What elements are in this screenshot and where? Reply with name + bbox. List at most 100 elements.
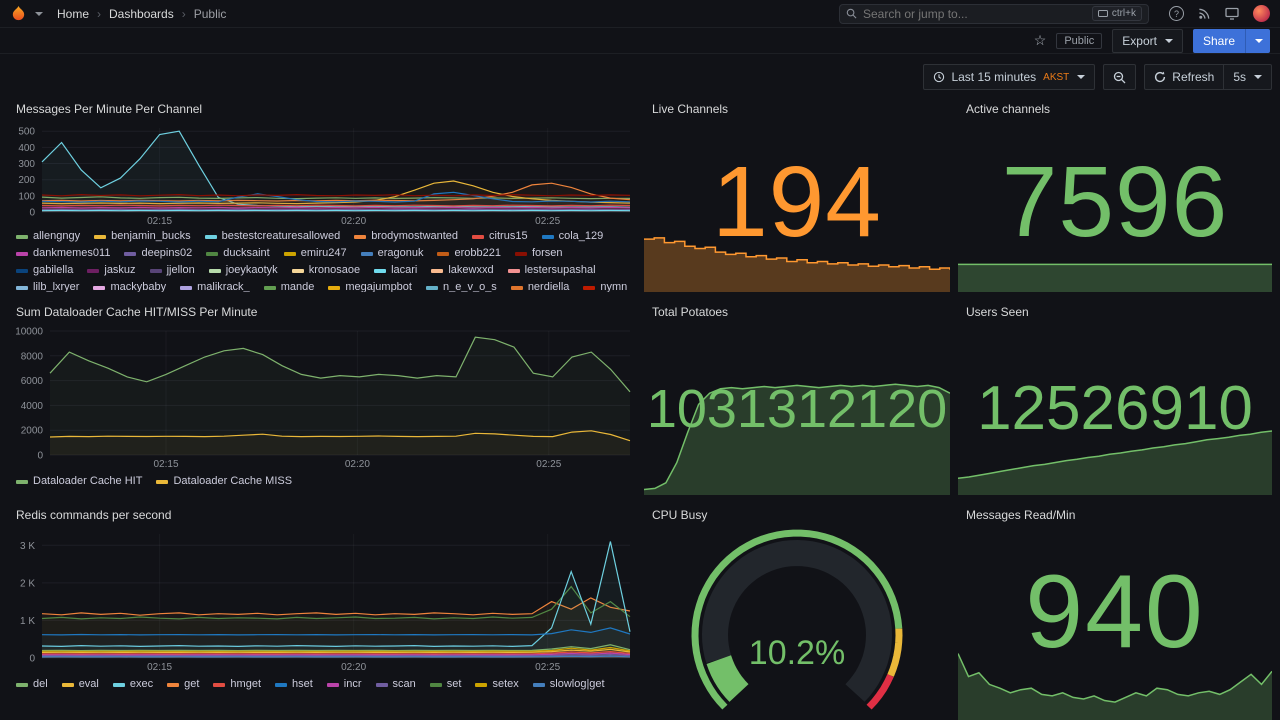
svg-text:2000: 2000 [21,426,44,437]
refresh-button[interactable]: Refresh [1144,64,1224,90]
legend-item[interactable]: set [429,678,461,691]
legend-item[interactable]: lestersupashal [507,264,596,277]
legend-item[interactable]: Dataloader Cache HIT [16,475,142,488]
legend-item[interactable]: citrus15 [472,230,528,243]
refresh-icon [1155,71,1166,83]
legend-swatch [93,285,106,290]
sparkline [644,230,950,292]
panel-title[interactable]: Total Potatoes [652,305,729,319]
refresh-interval-button[interactable]: 5s [1223,64,1272,90]
stat-value: 12526910 [977,374,1253,443]
panel-title[interactable]: Active channels [966,102,1051,116]
legend-item[interactable]: benjamin_bucks [94,230,191,243]
svg-text:400: 400 [18,143,35,154]
grafana-logo[interactable] [10,5,27,22]
time-range-button[interactable]: Last 15 minutes AKST [923,64,1096,90]
legend-item[interactable]: jjellon [149,264,195,277]
legend-swatch [204,234,217,239]
panel-title[interactable]: CPU Busy [652,508,708,522]
legend-item[interactable]: malikrack_ [180,281,250,292]
legend-item[interactable]: incr [326,678,362,691]
legend-item[interactable]: eval [61,678,99,691]
legend-item[interactable]: nerdiella [510,281,569,292]
legend-label: scan [392,678,416,690]
chevron-down-icon [1164,38,1173,43]
legend-item[interactable]: bestestcreaturesallowed [204,230,340,243]
legend-item[interactable]: nymn [583,281,627,292]
legend-item[interactable]: n_e_v_o_s [425,281,497,292]
legend-item[interactable]: brodymostwanted [354,230,458,243]
legend-label: nymn [600,281,628,292]
panel-title[interactable]: Users Seen [966,305,1029,319]
refresh-label: Refresh [1172,70,1215,84]
avatar[interactable] [1253,5,1270,22]
legend-item[interactable]: emiru247 [283,247,347,260]
dashboard-tag[interactable]: Public [1056,32,1103,49]
legend-item[interactable]: hset [275,678,313,691]
panel-title[interactable]: Messages Per Minute Per Channel [16,102,203,116]
legend-label: jaskuz [104,264,136,276]
panel-title[interactable]: Redis commands per second [16,508,172,522]
legend-item[interactable]: exec [112,678,153,691]
legend-swatch [16,234,28,239]
legend-item[interactable]: lacari [374,264,417,277]
legend-item[interactable]: jaskuz [87,264,136,277]
panel-title[interactable]: Live Channels [652,102,729,116]
panel-title[interactable]: Messages Read/Min [966,508,1076,522]
legend-item[interactable]: joeykaotyk [208,264,278,277]
legend-item[interactable]: del [16,678,48,691]
zoom-out-icon [1114,71,1126,83]
legend-item[interactable]: scan [375,678,416,691]
legend-item[interactable]: erobb221 [437,247,501,260]
export-button[interactable]: Export [1112,28,1183,53]
help-icon[interactable]: ? [1169,6,1184,21]
legend-item[interactable]: hmget [213,678,261,691]
svg-text:02:15: 02:15 [147,662,172,673]
legend-item[interactable]: dankmemes011 [16,247,110,260]
legend-item[interactable]: forsen [514,247,563,260]
dashboard-toolbar: ☆ Public Export Share [0,28,1280,54]
time-series-chart[interactable]: 02:15 02:20 02:25 0 100 200 300 400 500 [8,122,636,228]
org-switcher-chevron-icon[interactable] [35,11,43,16]
legend-item[interactable]: mande [263,281,314,292]
time-series-chart[interactable]: 02:15 02:20 02:25 0 1 K 2 K 3 K [8,528,636,674]
breadcrumb-separator: › [181,6,186,21]
legend-swatch [507,268,520,273]
legend-item[interactable]: allengngy [16,230,80,243]
svg-text:02:15: 02:15 [147,216,172,227]
legend-item[interactable]: Dataloader Cache MISS [156,475,292,488]
chevron-down-icon [1254,75,1262,79]
legend-label: hmget [230,678,261,690]
legend-swatch [61,682,74,687]
breadcrumb-dashboards[interactable]: Dashboards [109,6,174,21]
legend-item[interactable]: mackybaby [93,281,166,292]
stat-value: 940 [1025,554,1205,670]
legend-item[interactable]: ducksaint [206,247,270,260]
share-menu-button[interactable] [1246,28,1270,53]
time-series-chart[interactable]: 02:15 02:20 02:25 0 2000 4000 6000 8000 10000 [8,325,636,471]
legend-item[interactable]: deepins02 [124,247,192,260]
legend-item[interactable]: gabilella [16,264,73,277]
legend-item[interactable]: slowlog|get [532,678,605,691]
legend-item[interactable]: lilb_lxryer [16,281,79,292]
legend-swatch [208,268,221,273]
legend-item[interactable]: megajumpbot [328,281,412,292]
legend-swatch [510,285,523,290]
rss-icon[interactable] [1198,7,1211,20]
panel-users-seen: Users Seen 12526910 [958,299,1272,495]
legend-item[interactable]: lakewxxd [431,264,494,277]
legend-label: lacari [391,264,418,276]
svg-text:0: 0 [29,208,35,219]
zoom-out-button[interactable] [1103,64,1137,90]
breadcrumb-home[interactable]: Home [57,6,90,21]
star-button[interactable]: ☆ [1033,32,1047,48]
monitor-icon[interactable] [1225,7,1239,20]
legend-item[interactable]: kronosaoe [291,264,360,277]
share-button[interactable]: Share [1192,28,1246,53]
legend-item[interactable]: cola_129 [541,230,603,243]
panel-title[interactable]: Sum Dataloader Cache HIT/MISS Per Minute [16,305,258,319]
legend-item[interactable]: eragonuk [360,247,423,260]
search-input[interactable] [863,6,1086,21]
legend-item[interactable]: get [167,678,199,691]
legend-item[interactable]: setex [475,678,519,691]
